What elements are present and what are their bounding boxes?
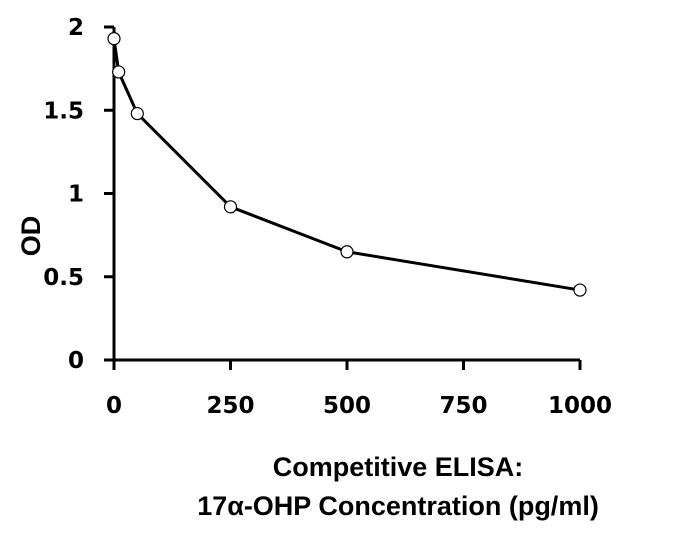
data-point-marker [107, 32, 121, 46]
x-axis-title-line-2: 17α-OHP Concentration (pg/ml) [197, 491, 599, 521]
data-point-marker [340, 245, 354, 259]
ticks: 0 0.5 1 1.5 2 0 250 500 750 1000 [43, 15, 612, 419]
y-tick-label: 1 [68, 182, 84, 208]
x-tick-label: 250 [206, 393, 254, 419]
data-point-marker [573, 283, 587, 297]
data-series [107, 32, 587, 297]
y-tick-label: 0.5 [43, 265, 84, 291]
data-point-marker [223, 200, 238, 214]
data-point-marker [130, 106, 144, 121]
y-tick-label: 0 [68, 348, 84, 374]
axes [104, 27, 580, 370]
y-tick-label: 2 [68, 15, 84, 41]
x-tick-label: 500 [323, 393, 371, 419]
y-tick-label: 1.5 [43, 98, 84, 124]
x-tick-label: 750 [439, 393, 487, 419]
data-point-marker [112, 65, 126, 79]
x-axis-title-line-1: Competitive ELISA: [273, 452, 524, 482]
x-tick-label: 1000 [548, 393, 612, 419]
y-axis-title: OD [16, 216, 46, 257]
x-tick-label: 0 [106, 393, 122, 419]
